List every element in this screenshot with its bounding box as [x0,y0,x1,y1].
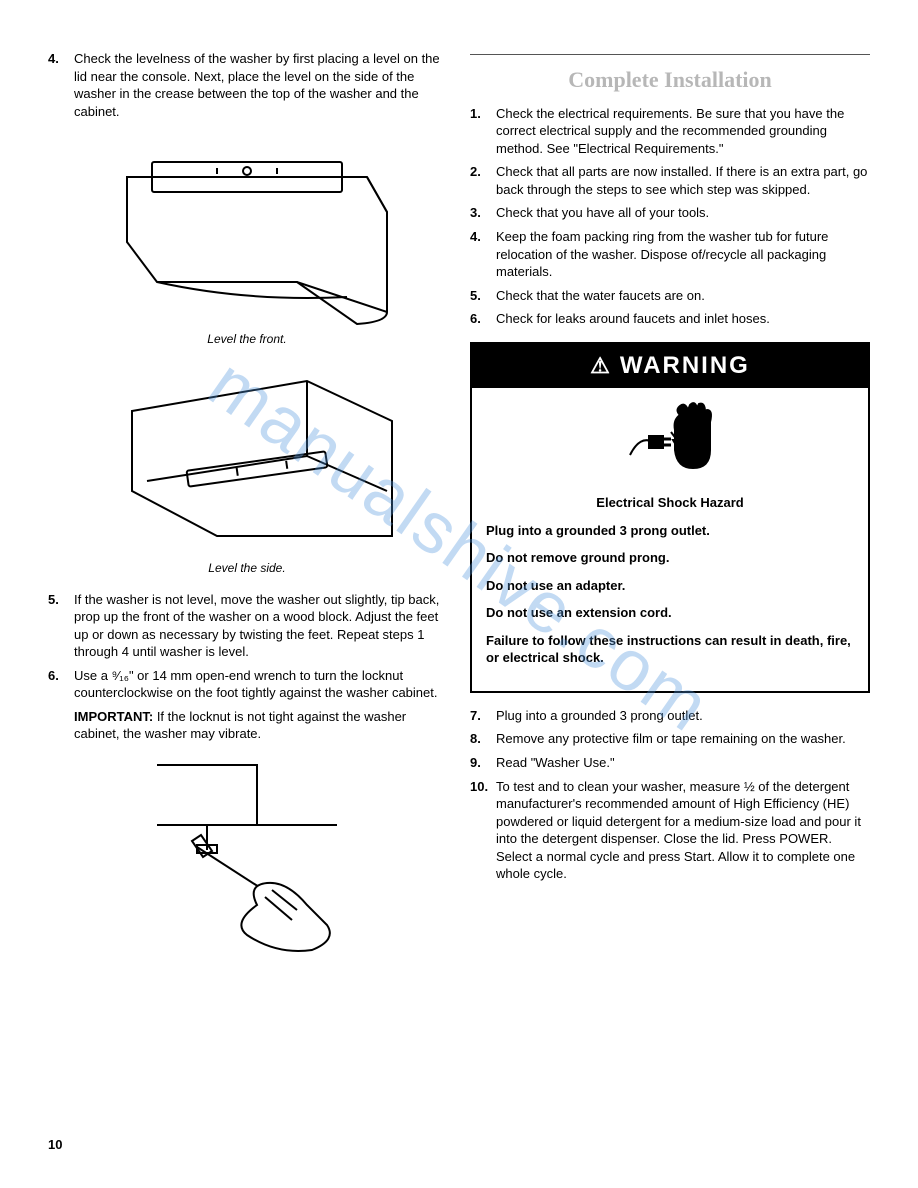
step-text: Use a ⁹⁄₁₆" or 14 mm open-end wrench to … [74,667,446,702]
step: 4.Keep the foam packing ring from the wa… [470,228,870,281]
left-steps-a: 4. Check the levelness of the washer by … [48,50,446,120]
step-text: Check that you have all of your tools. [496,204,870,222]
warning-triangle-icon: ⚠ [590,355,612,377]
warning-header: ⚠ WARNING [472,344,868,388]
right-column: Complete Installation 1.Check the electr… [470,50,870,969]
warning-box: ⚠ WARNING [470,342,870,693]
hazard-title: Electrical Shock Hazard [486,494,854,512]
step: 5.Check that the water faucets are on. [470,287,870,305]
step-number: 6. [48,667,74,702]
washer-side-illustration [97,361,397,556]
right-steps-b: 7.Plug into a grounded 3 prong outlet. 8… [470,707,870,883]
step: 8.Remove any protective film or tape rem… [470,730,870,748]
step-number: 2. [470,163,496,198]
step: 4. Check the levelness of the washer by … [48,50,446,120]
step-number: 7. [470,707,496,725]
step-text: Check for leaks around faucets and inlet… [496,310,870,328]
left-steps-b: 5. If the washer is not level, move the … [48,591,446,702]
step-text: Check the electrical requirements. Be su… [496,105,870,158]
step: 5. If the washer is not level, move the … [48,591,446,661]
step-number: 3. [470,204,496,222]
figure-caption: Level the front. [207,331,286,347]
right-steps-a: 1.Check the electrical requirements. Be … [470,105,870,328]
warning-icon-row [472,388,868,486]
section-title: Complete Installation [470,54,870,95]
step-number: 5. [48,591,74,661]
step: 9.Read "Washer Use." [470,754,870,772]
step-text: Read "Washer Use." [496,754,870,772]
figure-wrench-foot [48,755,446,955]
warning-line: Failure to follow these instructions can… [486,632,854,667]
step-text: Check the levelness of the washer by fir… [74,50,446,120]
step: 1.Check the electrical requirements. Be … [470,105,870,158]
two-column-layout: 4. Check the levelness of the washer by … [48,50,870,969]
page-number: 10 [48,1136,62,1154]
step-number: 4. [48,50,74,120]
step: 3.Check that you have all of your tools. [470,204,870,222]
warning-line: Do not use an extension cord. [486,604,854,622]
figure-caption: Level the side. [208,560,285,576]
step: 10.To test and to clean your washer, mea… [470,778,870,883]
figure-level-side: Level the side. [48,361,446,576]
warning-header-text: WARNING [620,350,750,382]
warning-body: Electrical Shock Hazard Plug into a grou… [472,486,868,691]
step: 6.Check for leaks around faucets and inl… [470,310,870,328]
step: 6. Use a ⁹⁄₁₆" or 14 mm open-end wrench … [48,667,446,702]
step-text: Check that the water faucets are on. [496,287,870,305]
figure-level-front: Level the front. [48,132,446,347]
step-number: 9. [470,754,496,772]
step: 7.Plug into a grounded 3 prong outlet. [470,707,870,725]
wrench-illustration [137,755,357,955]
step-text: Plug into a grounded 3 prong outlet. [496,707,870,725]
step: 2.Check that all parts are now installed… [470,163,870,198]
step-text: Keep the foam packing ring from the wash… [496,228,870,281]
step-number: 6. [470,310,496,328]
step-text: To test and to clean your washer, measur… [496,778,870,883]
step-number: 5. [470,287,496,305]
important-note: IMPORTANT: If the locknut is not tight a… [74,708,446,743]
important-label: IMPORTANT: [74,709,153,724]
step-text: Remove any protective film or tape remai… [496,730,870,748]
step-number: 1. [470,105,496,158]
washer-front-illustration [97,132,397,327]
step-number: 10. [470,778,496,883]
warning-line: Do not use an adapter. [486,577,854,595]
step-text: If the washer is not level, move the was… [74,591,446,661]
step-text: Check that all parts are now installed. … [496,163,870,198]
warning-line: Do not remove ground prong. [486,549,854,567]
shock-hand-icon [625,400,715,480]
left-column: 4. Check the levelness of the washer by … [48,50,446,969]
step-number: 4. [470,228,496,281]
warning-line: Plug into a grounded 3 prong outlet. [486,522,854,540]
step-number: 8. [470,730,496,748]
